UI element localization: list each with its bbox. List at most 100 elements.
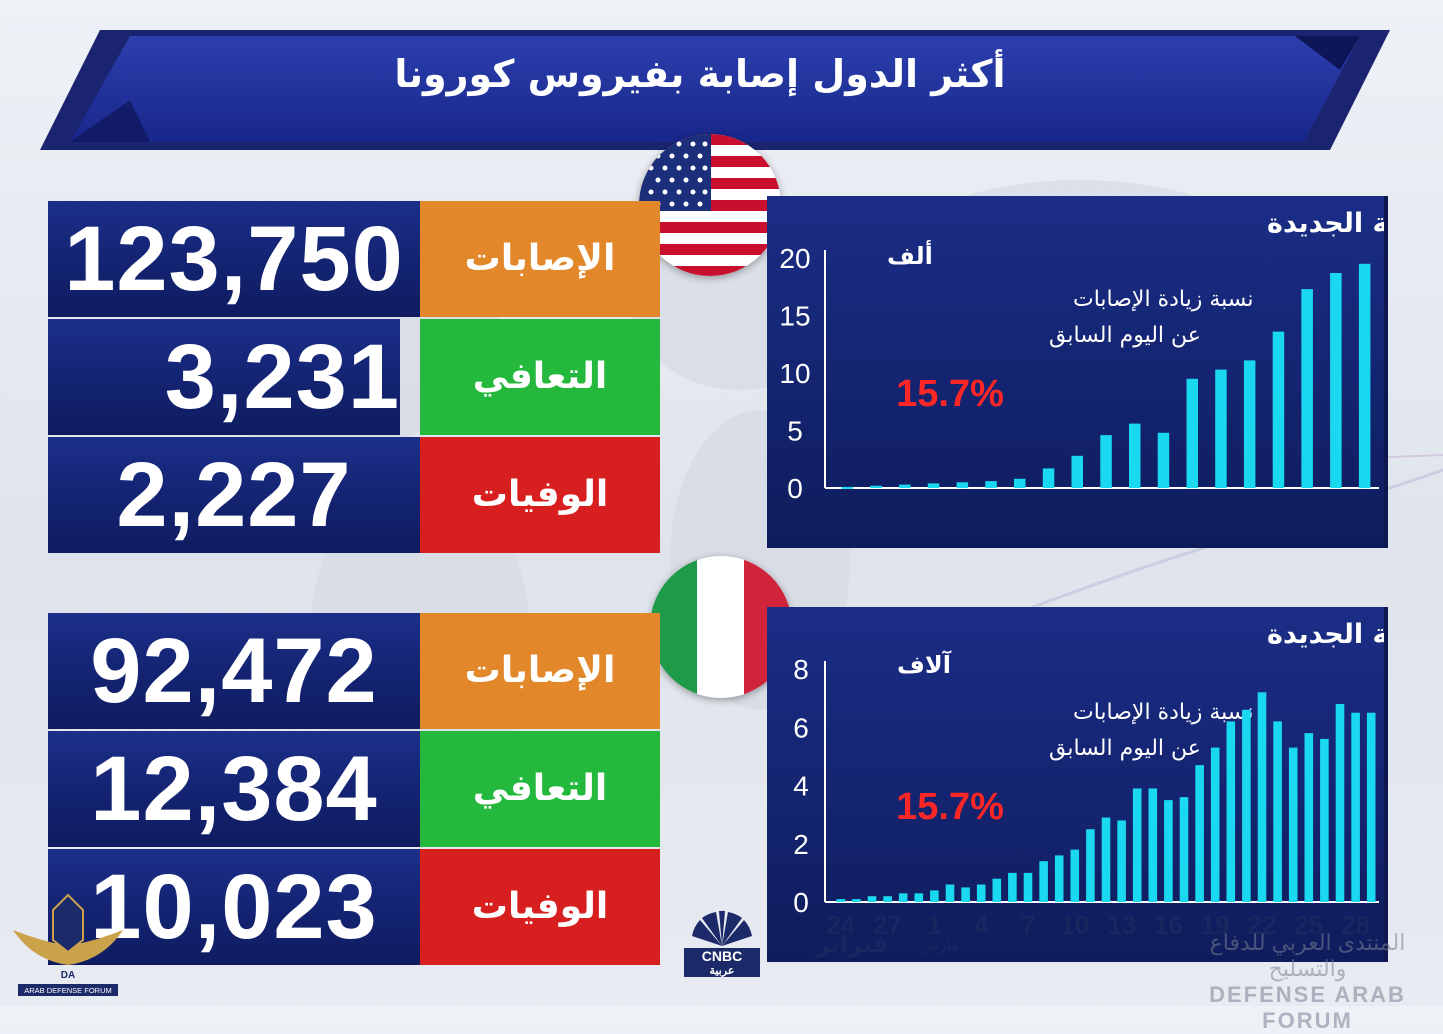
usa-cases-value: 123,750 [48, 201, 420, 317]
usa-bar [1358, 263, 1371, 489]
cnbc-logo-name: CNBC [701, 948, 743, 964]
italy-bar [1226, 721, 1236, 902]
italy-bar [1179, 797, 1189, 902]
forum-logo-icon: DA ARAB DEFENSE FORUM [13, 893, 123, 996]
usa-flag [639, 134, 781, 276]
usa-chart-title: الحالات اليومية الجديدة [1267, 208, 1384, 239]
usa-y-tick-label: 0 [787, 473, 803, 504]
italy-x-tick-label: 27 [873, 910, 902, 940]
usa-y-tick-label: 5 [787, 416, 803, 447]
italy-bar [867, 896, 877, 902]
italy-x-tick-label: 16 [1154, 910, 1183, 940]
italy-month-label-feb: فبراير [815, 930, 889, 958]
italy-bar [1054, 855, 1064, 902]
italy-bar [1242, 709, 1251, 902]
italy-bar [1320, 738, 1329, 902]
italy-x-tick-label: 4 [974, 910, 989, 940]
italy-bar [1070, 849, 1080, 902]
usa-bar [1330, 273, 1342, 488]
italy-bar [1008, 872, 1017, 902]
usa-bar [1186, 378, 1198, 489]
usa-bar [1042, 468, 1055, 488]
usa-bar [870, 485, 882, 488]
italy-month-label-mar: مارس [920, 936, 960, 954]
usa-deaths-value: 2,227 [48, 437, 420, 553]
usa-recovered-row: 3,231 التعافي [48, 319, 660, 435]
usa-annotation-value: 15.7% [896, 373, 1004, 415]
italy-bar [1086, 829, 1095, 902]
italy-chart-panel: الحالات اليومية الجديدة آلاف نسبة زيادة ال… [767, 607, 1388, 962]
forum-watermark-english: DEFENSE ARAB FORUM [1209, 982, 1406, 1033]
italy-y-tick-label: 2 [793, 829, 809, 860]
italy-bar [976, 884, 986, 902]
italy-bar [945, 884, 955, 902]
usa-bar [1129, 423, 1141, 488]
usa-cases-label: الإصابات [420, 201, 660, 317]
italy-cases-row: 92,472 الإصابات [48, 613, 660, 729]
italy-bar [852, 899, 861, 902]
italy-deaths-label: الوفيات [420, 849, 660, 965]
italy-bar [1117, 820, 1126, 902]
italy-recovered-label: التعافي [420, 731, 660, 847]
usa-bar [899, 484, 911, 488]
italy-bar [1132, 788, 1142, 902]
usa-bar [1071, 455, 1083, 488]
italy-x-tick-label: 28 [1341, 910, 1370, 940]
cnbc-logo-text: CNBC عربية [684, 948, 760, 977]
usa-y-tick-label: 15 [779, 301, 810, 332]
usa-chart-panel: الحالات اليومية الجديدة ألف نسبة زيادة الإ… [767, 196, 1388, 548]
usa-stats: 123,750 الإصابات 3,231 التعافي 2,227 الو… [48, 201, 660, 553]
usa-annotation-line1: نسبة زيادة الإصابات [1073, 287, 1254, 312]
italy-chart-title: الحالات اليومية الجديدة [1267, 619, 1384, 650]
usa-recovered-label: التعافي [420, 319, 660, 435]
usa-daily-cases-chart: الحالات اليومية الجديدة ألف نسبة زيادة الإ… [779, 208, 1384, 504]
forum-logo-letters: DA [61, 970, 75, 981]
italy-bar [1148, 788, 1158, 902]
italy-x-tick-label: 10 [1060, 910, 1089, 940]
italy-bar [1210, 747, 1220, 902]
italy-annotation-line1: نسبة زيادة الإصابات [1073, 700, 1254, 725]
italy-bar [1257, 692, 1267, 902]
usa-bar [985, 481, 997, 488]
italy-y-tick-label: 0 [793, 887, 809, 918]
italy-x-tick-label: 24 [826, 910, 855, 940]
italy-y-tick-label: 8 [793, 654, 809, 685]
italy-bar [1351, 712, 1360, 902]
cnbc-peacock-icon [692, 910, 752, 946]
usa-bar [956, 482, 969, 489]
italy-bar [914, 893, 924, 902]
usa-deaths-row: 2,227 الوفيات [48, 437, 660, 553]
italy-bar [836, 899, 846, 902]
forum-watermark-arabic: المنتدى العربي للدفاع والتسليح [1209, 930, 1406, 981]
italy-bar [1023, 872, 1033, 902]
usa-bar [1301, 289, 1313, 488]
italy-recovered-row: 12,384 التعافي [48, 731, 660, 847]
italy-x-tick-label: 1 [927, 910, 941, 940]
usa-bar [1272, 331, 1285, 488]
italy-bar [1273, 721, 1282, 902]
usa-bar [1215, 369, 1227, 488]
italy-annotation-line2: عن اليوم السابق [1049, 736, 1201, 761]
italy-bar [1164, 800, 1173, 902]
italy-recovered-value: 12,384 [48, 731, 420, 847]
italy-bar [1039, 861, 1048, 902]
usa-bar [1243, 360, 1256, 488]
italy-deaths-row: 10,023 الوفيات [48, 849, 660, 965]
usa-bar [1157, 432, 1170, 488]
italy-unit-label: آلاف [897, 650, 952, 679]
italy-bar [1366, 712, 1376, 902]
usa-y-tick-label: 10 [779, 358, 810, 389]
italy-annotation-value: 15.7% [896, 786, 1004, 828]
usa-deaths-label: الوفيات [420, 437, 660, 553]
italy-stats: 92,472 الإصابات 12,384 التعافي 10,023 ال… [48, 613, 660, 965]
usa-bar [927, 483, 940, 488]
italy-x-tick-label: 25 [1294, 910, 1323, 940]
italy-cases-value: 92,472 [48, 613, 420, 729]
italy-deaths-value: 10,023 [48, 849, 420, 965]
usa-annotation-line2: عن اليوم السابق [1049, 323, 1201, 348]
forum-logo-caption: ARAB DEFENSE FORUM [24, 986, 112, 995]
italy-bar [1304, 733, 1314, 902]
italy-daily-cases-chart: الحالات اليومية الجديدة آلاف نسبة زيادة ال… [793, 619, 1384, 940]
italy-x-tick-label: 7 [1021, 910, 1035, 940]
italy-bar [930, 890, 939, 902]
